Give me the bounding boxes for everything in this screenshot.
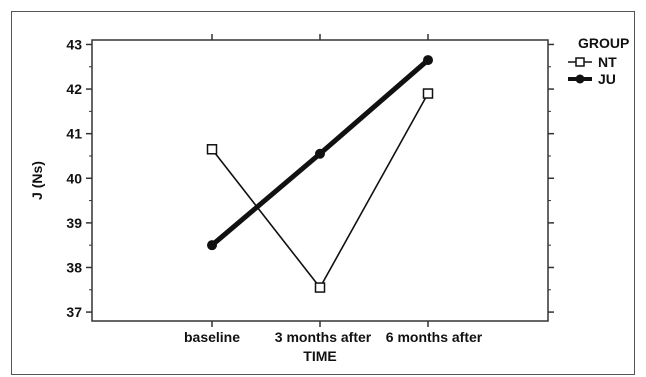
series-ju [207, 55, 433, 251]
y-tick-label: 41 [66, 126, 82, 142]
data-point-nt [314, 282, 326, 293]
y-tick-label: 43 [66, 36, 82, 52]
y-axis: 37 38 39 40 41 42 43 [66, 36, 554, 320]
data-point-nt [206, 144, 218, 155]
data-point-nt [422, 88, 434, 99]
x-axis: baseline 3 months after 6 months after [184, 34, 483, 345]
series-layer [206, 55, 434, 293]
series-nt [206, 88, 434, 293]
y-tick-label: 39 [66, 215, 82, 231]
series-line-nt [211, 93, 429, 289]
x-axis-title: TIME [303, 348, 336, 364]
legend-label-ju: JU [598, 71, 616, 87]
legend-marker-ju [575, 74, 585, 84]
legend-marker-nt [575, 57, 585, 67]
legend-title: GROUP [578, 35, 629, 51]
legend-label-nt: NT [598, 54, 617, 70]
y-tick-label: 42 [66, 81, 82, 97]
data-point-ju [207, 240, 217, 251]
y-axis-title: J (Ns) [29, 161, 45, 200]
figure-frame [11, 11, 635, 375]
x-tick-label: baseline [184, 329, 240, 345]
y-tick-label: 37 [66, 304, 82, 320]
y-tick-label: 40 [66, 170, 82, 186]
plot-area [91, 39, 549, 322]
x-tick-label: 3 months after [275, 329, 372, 345]
y-tick-label: 38 [66, 259, 82, 275]
data-point-ju [423, 55, 433, 66]
data-point-ju [315, 148, 325, 159]
x-tick-label: 6 months after [386, 329, 483, 345]
